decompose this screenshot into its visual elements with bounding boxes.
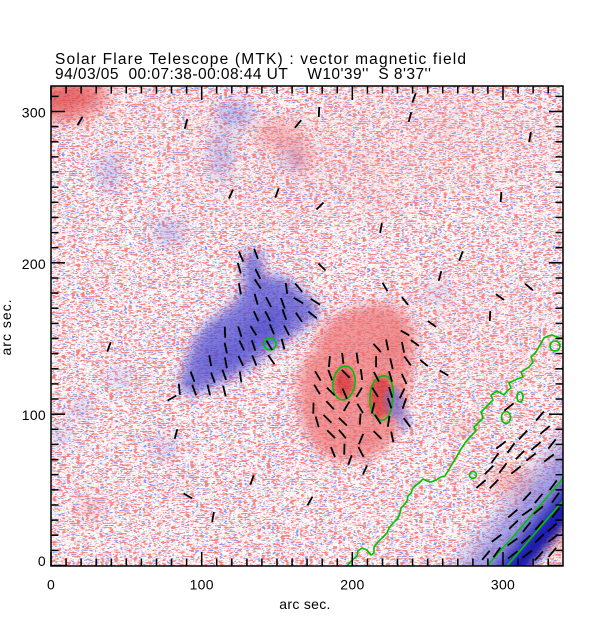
svg-text:0: 0 <box>38 553 46 569</box>
svg-text:100: 100 <box>190 577 214 593</box>
svg-text:100: 100 <box>22 407 46 423</box>
svg-text:arc sec.: arc sec. <box>0 298 14 355</box>
svg-text:arc sec.: arc sec. <box>279 596 330 612</box>
svg-text:200: 200 <box>22 256 46 272</box>
svg-text:0: 0 <box>47 577 55 593</box>
svg-text:94/03/05 00:07:38-00:08:44 UT: 94/03/05 00:07:38-00:08:44 UT W10'39'' S… <box>55 66 431 83</box>
svg-text:300: 300 <box>491 577 515 593</box>
svg-text:200: 200 <box>340 577 364 593</box>
svg-text:300: 300 <box>22 105 46 121</box>
